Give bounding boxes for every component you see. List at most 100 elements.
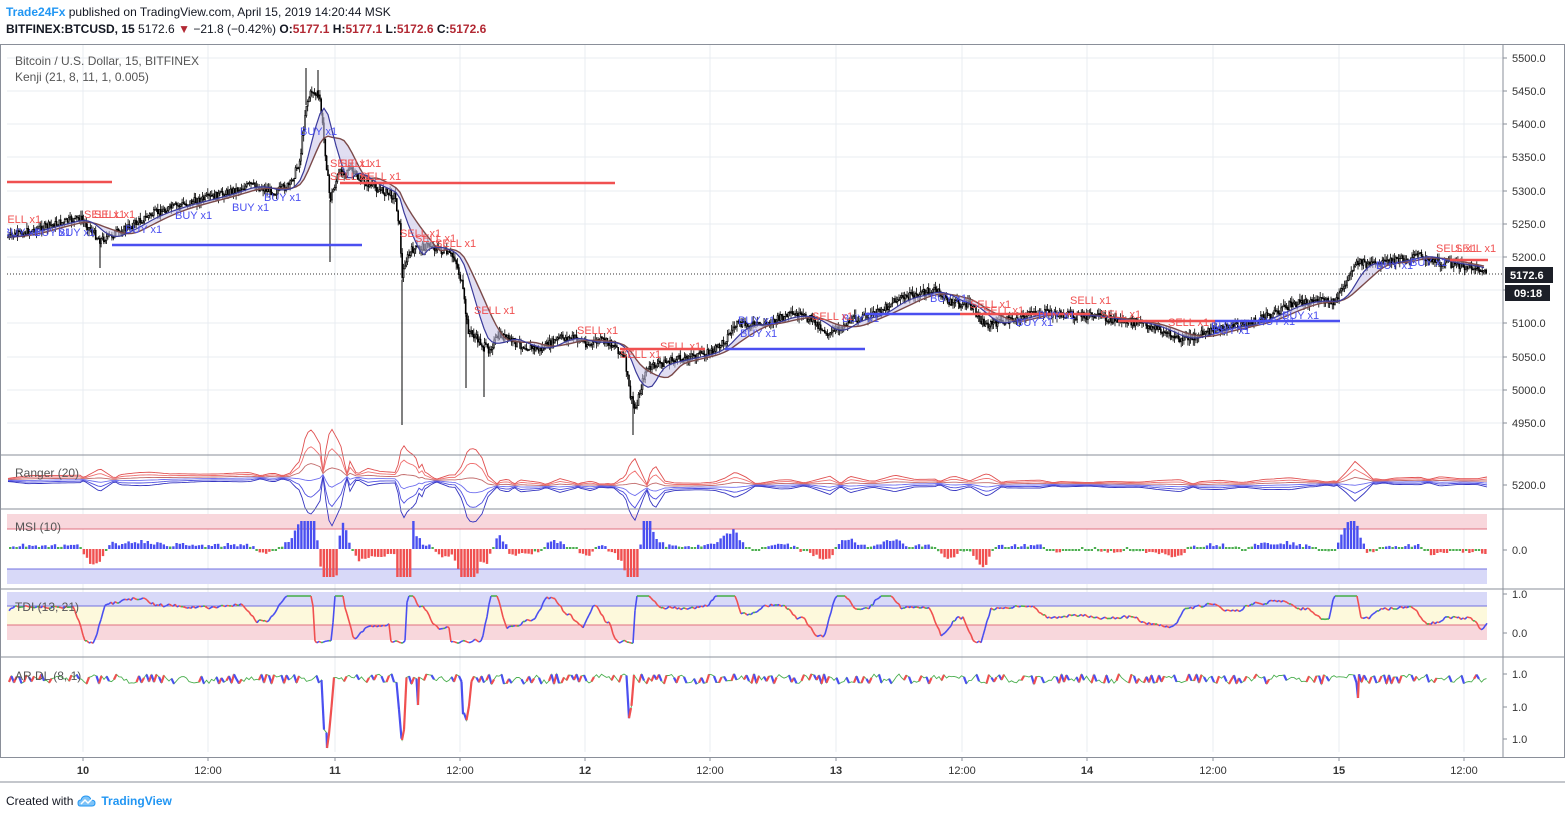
candle-body (1110, 314, 1112, 323)
msi-bar (1100, 549, 1103, 552)
tradingview-link[interactable]: TradingView (101, 794, 172, 808)
ardl-highlight-segment (105, 675, 110, 682)
tdi-line-segment (572, 618, 576, 622)
candle-body (1415, 253, 1417, 256)
candle-body (482, 345, 485, 348)
ardl-highlight-segment (315, 675, 321, 684)
tdi-line-segment (370, 625, 374, 628)
candle-body (1382, 259, 1385, 262)
msi-bar (204, 547, 207, 549)
candle-body (601, 336, 603, 339)
candle-body (540, 347, 543, 352)
tdi-line-segment (1192, 605, 1196, 610)
tdi-line-segment (466, 641, 470, 644)
candle-body (661, 362, 664, 367)
candle-body (74, 215, 77, 219)
tdi-line-segment (736, 600, 740, 609)
time-tick-label: 12:00 (1199, 765, 1227, 777)
candle-body (105, 236, 108, 241)
msi-bar (1234, 546, 1237, 549)
sell-marker-label: SELL x1 (400, 228, 441, 240)
candle-body (467, 319, 470, 335)
tdi-line-segment (1034, 607, 1038, 610)
candle-body (1158, 326, 1161, 330)
tdi-line-segment (496, 595, 500, 602)
msi-bar (841, 540, 844, 549)
candle-body (73, 218, 75, 222)
tdi-line-segment (80, 627, 84, 636)
candle-body (1361, 259, 1363, 266)
tdi-line-segment (1382, 607, 1386, 610)
price-axis[interactable]: 5500.05450.05400.05350.05300.05250.05200… (1503, 53, 1553, 746)
tdi-line-segment (574, 620, 578, 623)
msi-bar (613, 549, 617, 554)
candle-body (1320, 297, 1323, 299)
tdi-line-segment (1084, 613, 1088, 617)
tdi-line-segment (1414, 608, 1418, 612)
msi-bar (1327, 549, 1330, 552)
price-tick-label: 5500.0 (1512, 53, 1546, 65)
tdi-line-segment (1046, 616, 1050, 619)
tdi-line-segment (650, 597, 654, 601)
tdi-line-segment (894, 600, 898, 604)
tdi-line-segment (1090, 615, 1094, 619)
msi-bar (985, 549, 988, 565)
indicator-panes[interactable] (7, 428, 1488, 749)
time-tick-label: 12 (579, 765, 591, 777)
tdi-line-segment (1260, 603, 1264, 606)
msi-bar (1170, 549, 1173, 558)
candle-body (709, 349, 711, 355)
candle-body (989, 320, 992, 327)
candle-body (441, 252, 444, 254)
msi-bar (53, 544, 57, 549)
msi-bar (1209, 543, 1212, 549)
candle-body (659, 360, 661, 363)
tdi-line-segment (744, 612, 748, 616)
candle-body (275, 193, 278, 196)
msi-bar (1289, 544, 1292, 549)
candle-body (1315, 298, 1317, 301)
msi-bar (37, 547, 41, 549)
msi-bar (1458, 549, 1461, 551)
tdi-line-segment (780, 604, 784, 607)
candle-body (903, 297, 906, 300)
ardl-highlight-segment (97, 675, 103, 684)
msi-bar (767, 546, 770, 549)
tdi-line-segment (552, 597, 556, 600)
tdi-line-segment (1364, 616, 1368, 619)
tdi-line-segment (664, 607, 668, 610)
candle-body (556, 337, 559, 340)
msi-bar (357, 549, 361, 562)
ardl-highlight-segment (1187, 673, 1193, 682)
msi-bar (15, 547, 18, 549)
countdown-tag (1505, 285, 1550, 301)
candle-body (629, 385, 632, 399)
msi-bar (1260, 542, 1263, 549)
tdi-line-segment (342, 595, 346, 608)
author-name[interactable]: Trade24Fx (6, 5, 66, 19)
candle-body (1169, 330, 1172, 337)
tdi-line-segment (22, 605, 26, 608)
candle-body (159, 209, 162, 216)
msi-bar (233, 544, 236, 549)
tdi-line-segment (120, 599, 124, 602)
msi-bar (1340, 534, 1343, 549)
msi-bar (1468, 549, 1471, 553)
msi-bar (271, 549, 274, 551)
msi-bar (716, 542, 719, 549)
msi-bar (226, 543, 229, 549)
tdi-line-segment (1252, 601, 1256, 605)
tdi-line-segment (1450, 616, 1454, 620)
candle-body (980, 321, 983, 325)
tdi-line-segment (1422, 619, 1426, 623)
ardl-highlight-segment (160, 675, 166, 684)
tdi-line-segment (98, 619, 102, 626)
time-axis[interactable]: 10 12:00 11 12:00 12 12:00 13 12:00 14 12:00 15 12:… (77, 757, 1478, 777)
msi-bar (473, 549, 476, 577)
msi-bar (770, 545, 773, 549)
tdi-line-segment (704, 604, 708, 607)
candle-body (1311, 299, 1313, 301)
candle-body (174, 203, 177, 205)
